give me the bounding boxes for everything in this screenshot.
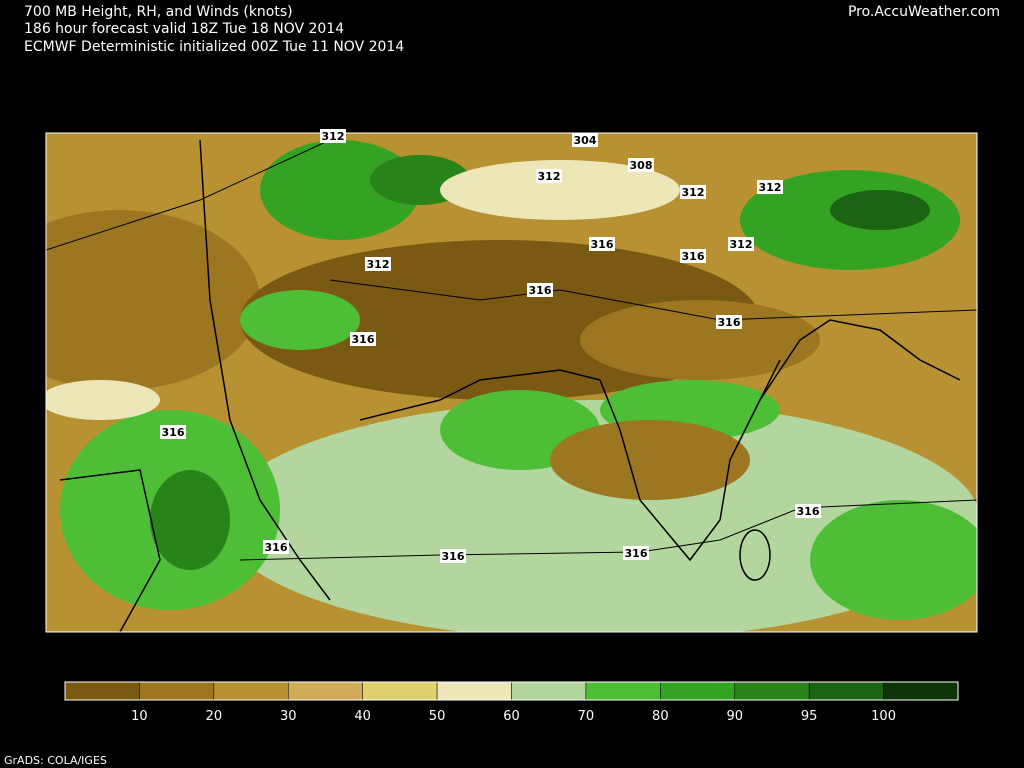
contour-label-box xyxy=(440,549,466,563)
contour-label: 316 xyxy=(591,238,614,251)
colorbar-frame xyxy=(64,681,959,701)
contour-label-box xyxy=(757,180,783,194)
colorbar-label: 50 xyxy=(429,709,446,724)
map xyxy=(45,132,978,633)
contour-label: 316 xyxy=(625,547,648,560)
title-line: 700 MB Height, RH, and Winds (knots) xyxy=(24,4,293,20)
contour-label-box xyxy=(536,169,562,183)
colorbar-swatch xyxy=(660,681,735,701)
contour-label: 316 xyxy=(797,505,820,518)
colorbar-swatch xyxy=(808,681,884,701)
colorbar-swatch xyxy=(362,681,438,701)
contour-labels: 312 304 308 312 312 312 316 316 312 312 316 316 316 3… xyxy=(160,129,821,563)
contour-label: 312 xyxy=(367,258,390,271)
colorbar-label: 10 xyxy=(131,709,148,724)
contour-label: 316 xyxy=(718,316,741,329)
colorbar-swatch xyxy=(139,681,215,701)
contour-label: 316 xyxy=(529,284,552,297)
contour-label-box xyxy=(623,546,649,560)
colorbar-label: 20 xyxy=(206,709,223,724)
colorbar-swatch xyxy=(883,681,959,701)
contour-label-box xyxy=(795,504,821,518)
contour-label: 316 xyxy=(352,333,375,346)
contour-label-box xyxy=(716,315,742,329)
footer: GrADS: COLA/IGES xyxy=(4,754,107,767)
contour-label-box xyxy=(680,249,706,263)
contour-label: 316 xyxy=(682,250,705,263)
contour-label-box xyxy=(160,425,186,439)
contour-label-box xyxy=(628,158,654,172)
title-line: 186 hour forecast valid 18Z Tue 18 NOV 2… xyxy=(24,21,344,37)
colorbar-swatch xyxy=(213,681,289,701)
colorbar-label: 70 xyxy=(578,709,595,724)
contour-label: 316 xyxy=(265,541,288,554)
colorbar-swatch xyxy=(288,681,363,701)
colorbar-label: 95 xyxy=(801,709,818,724)
contour-label: 312 xyxy=(538,170,561,183)
colorbar-swatch xyxy=(734,681,810,701)
colorbar-swatch xyxy=(64,681,140,701)
contour-label-box xyxy=(263,540,289,554)
source: Pro.AccuWeather.com xyxy=(848,4,1000,20)
colorbar-label: 80 xyxy=(652,709,669,724)
contour-label: 312 xyxy=(322,130,345,143)
contour-label-box xyxy=(728,237,754,251)
contour-label-box xyxy=(572,133,598,147)
colorbar-label: 30 xyxy=(280,709,297,724)
contour-label: 312 xyxy=(682,186,705,199)
contour-label: 316 xyxy=(442,550,465,563)
colorbar: 10 20 30 40 50 60 70 80 90 95 100 xyxy=(64,681,959,724)
contour-label: 304 xyxy=(574,134,597,147)
contour-label-box xyxy=(680,185,706,199)
colorbar-swatch xyxy=(436,681,512,701)
contour-label-box xyxy=(527,283,553,297)
colorbar-label: 60 xyxy=(503,709,520,724)
contour-label: 312 xyxy=(730,238,753,251)
contour-label: 308 xyxy=(630,159,653,172)
contour-label-box xyxy=(589,237,615,251)
contour-label-box xyxy=(350,332,376,346)
title-line: ECMWF Deterministic initialized 00Z Tue … xyxy=(24,39,404,55)
colorbar-label: 100 xyxy=(871,709,896,724)
contour-label: 312 xyxy=(759,181,782,194)
colorbar-label: 40 xyxy=(354,709,371,724)
contour-label: 316 xyxy=(162,426,185,439)
colorbar-swatch xyxy=(511,681,587,701)
colorbar-swatch xyxy=(585,681,661,701)
contour-label-box xyxy=(320,129,346,143)
colorbar-label: 90 xyxy=(726,709,743,724)
contour-label-box xyxy=(365,257,391,271)
